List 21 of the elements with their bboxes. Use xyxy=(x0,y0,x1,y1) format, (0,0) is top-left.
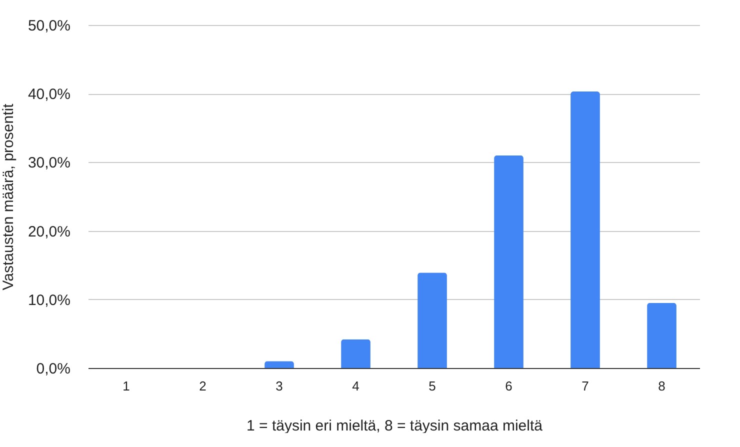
bar xyxy=(264,361,294,368)
y-axis-title: Vastausten määrä, prosentit xyxy=(0,102,17,290)
y-tick-label: 30,0% xyxy=(28,154,70,172)
x-tick-label: 3 xyxy=(276,378,283,394)
bar xyxy=(570,92,600,368)
bar xyxy=(494,155,524,368)
y-tick-label: 20,0% xyxy=(28,223,70,240)
y-tick-label: 50,0% xyxy=(28,18,70,34)
bar xyxy=(341,339,370,368)
bar xyxy=(418,272,447,368)
x-tick-label: 4 xyxy=(352,378,360,394)
x-tick-label: 2 xyxy=(199,378,206,394)
bar xyxy=(647,302,676,368)
y-tick-label: 10,0% xyxy=(28,292,70,309)
x-tick-label: 5 xyxy=(428,378,436,394)
x-tick-label: 8 xyxy=(658,378,666,394)
y-tick-label: 0,0% xyxy=(36,360,70,378)
y-tick-label: 40,0% xyxy=(28,86,70,104)
x-tick-label: 1 xyxy=(122,378,130,394)
x-tick-label: 7 xyxy=(582,378,589,394)
x-tick-label: 6 xyxy=(505,378,512,394)
